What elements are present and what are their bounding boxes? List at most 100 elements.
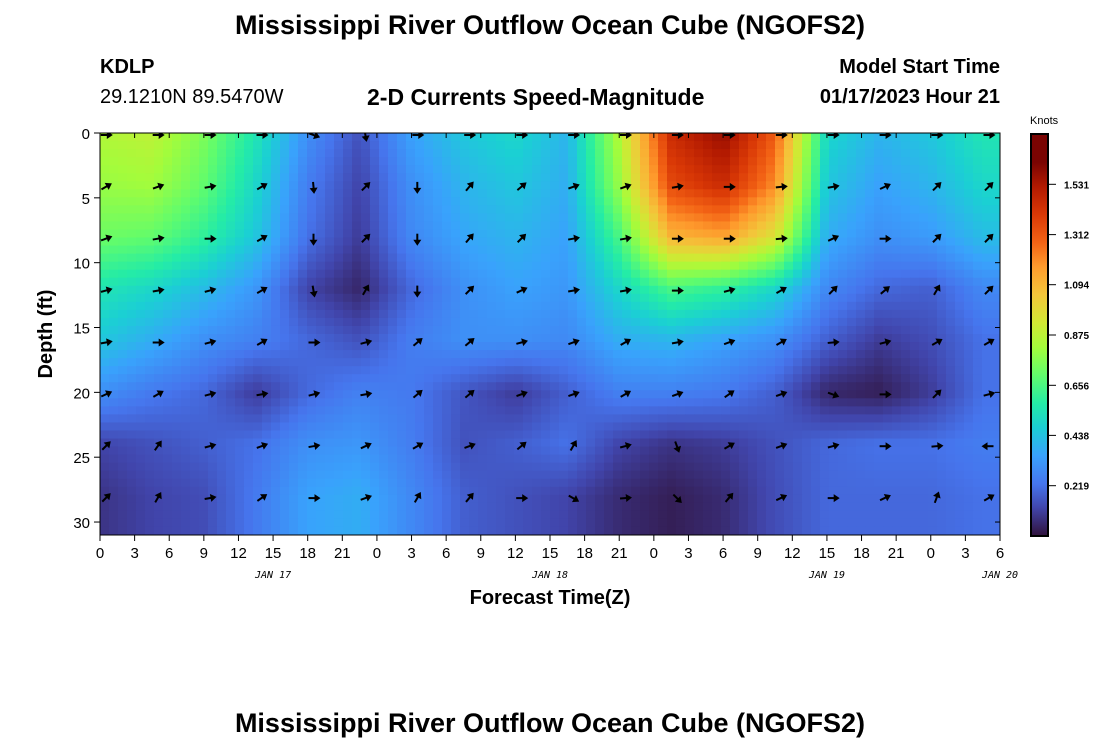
heatmap-cell — [595, 382, 605, 391]
heatmap-cell — [532, 374, 542, 383]
heatmap-cell — [847, 197, 857, 206]
heatmap-cell — [442, 478, 452, 488]
heatmap-cell — [379, 414, 389, 424]
heatmap-cell — [298, 486, 308, 496]
heatmap-cell — [712, 293, 722, 303]
heatmap-cell — [604, 165, 614, 174]
heatmap-cell — [622, 205, 632, 214]
heatmap-cell — [604, 221, 614, 231]
heatmap-cell — [460, 390, 470, 399]
heatmap-cell — [496, 374, 506, 383]
heatmap-cell — [703, 165, 713, 174]
heatmap-cell — [550, 366, 560, 375]
heatmap-cell — [145, 181, 155, 190]
heatmap-cell — [919, 366, 929, 375]
heatmap-cell — [397, 462, 407, 472]
heatmap-cell — [244, 438, 254, 448]
heatmap-cell — [658, 406, 668, 415]
heatmap-cell — [208, 149, 218, 158]
heatmap-cell — [325, 245, 335, 255]
heatmap-cell — [118, 277, 128, 287]
heatmap-cell — [640, 261, 650, 271]
heatmap-cell — [703, 205, 713, 214]
heatmap-cell — [298, 462, 308, 472]
heatmap-cell — [298, 358, 308, 367]
heatmap-cell — [208, 462, 218, 472]
heatmap-cell — [379, 237, 389, 247]
heatmap-cell — [928, 406, 938, 415]
heatmap-cell — [514, 502, 524, 512]
heatmap-cell — [865, 285, 875, 295]
heatmap-cell — [748, 454, 758, 464]
heatmap-cell — [433, 406, 443, 415]
heatmap-cell — [523, 317, 533, 327]
heatmap-cell — [586, 510, 596, 520]
heatmap-cell — [316, 382, 326, 391]
heatmap-cell — [361, 205, 371, 214]
heatmap-cell — [280, 374, 290, 383]
heatmap-cell — [298, 181, 308, 190]
heatmap-cell — [253, 277, 263, 287]
heatmap-cell — [694, 358, 704, 367]
heatmap-cell — [604, 213, 614, 223]
heatmap-cell — [208, 205, 218, 214]
heatmap-cell — [334, 358, 344, 367]
heatmap-cell — [262, 462, 272, 472]
heatmap-cell — [676, 454, 686, 464]
heatmap-cell — [523, 414, 533, 424]
heatmap-cell — [595, 350, 605, 359]
heatmap-cell — [946, 261, 956, 271]
heatmap-cell — [631, 358, 641, 367]
heatmap-cell — [244, 334, 254, 343]
heatmap-cell — [991, 350, 1000, 359]
heatmap-cell — [766, 149, 776, 158]
heatmap-cell — [253, 269, 263, 279]
heatmap-cell — [388, 317, 398, 327]
heatmap-cell — [874, 414, 884, 424]
heatmap-cell — [586, 486, 596, 496]
heatmap-cell — [289, 221, 299, 231]
heatmap-cell — [964, 510, 974, 520]
heatmap-cell — [424, 462, 434, 472]
heatmap-cell — [721, 189, 731, 198]
heatmap-cell — [595, 301, 605, 311]
heatmap-cell — [325, 189, 335, 198]
heatmap-cell — [514, 301, 524, 311]
heatmap-cell — [991, 285, 1000, 295]
heatmap-cell — [820, 269, 830, 279]
heatmap-cell — [379, 261, 389, 271]
heatmap-cell — [100, 141, 110, 150]
heatmap-cell — [298, 197, 308, 206]
heatmap-cell — [145, 414, 155, 424]
heatmap-cell — [397, 470, 407, 480]
heatmap-cell — [928, 502, 938, 512]
heatmap-cell — [703, 301, 713, 311]
heatmap-cell — [703, 141, 713, 150]
heatmap-cell — [388, 197, 398, 206]
heatmap-cell — [757, 398, 767, 407]
heatmap-cell — [946, 358, 956, 367]
heatmap-cell — [451, 325, 461, 335]
heatmap-cell — [136, 149, 146, 158]
heatmap-cell — [613, 277, 623, 287]
heatmap-cell — [739, 374, 749, 383]
heatmap-cell — [829, 470, 839, 480]
heatmap-cell — [523, 141, 533, 150]
heatmap-cell — [460, 414, 470, 424]
heatmap-cell — [289, 526, 299, 535]
heatmap-cell — [874, 277, 884, 287]
heatmap-cell — [181, 390, 191, 399]
heatmap-cell — [559, 350, 569, 359]
heatmap-cell — [487, 510, 497, 520]
heatmap-cell — [820, 189, 830, 198]
heatmap-cell — [865, 374, 875, 383]
heatmap-cell — [370, 462, 380, 472]
heatmap-cell — [451, 285, 461, 295]
heatmap-cell — [460, 165, 470, 174]
heatmap-cell — [289, 309, 299, 319]
heatmap-cell — [478, 422, 488, 432]
heatmap-cell — [280, 277, 290, 287]
heatmap-cell — [667, 510, 677, 520]
heatmap-cell — [694, 237, 704, 247]
heatmap-cell — [298, 229, 308, 239]
